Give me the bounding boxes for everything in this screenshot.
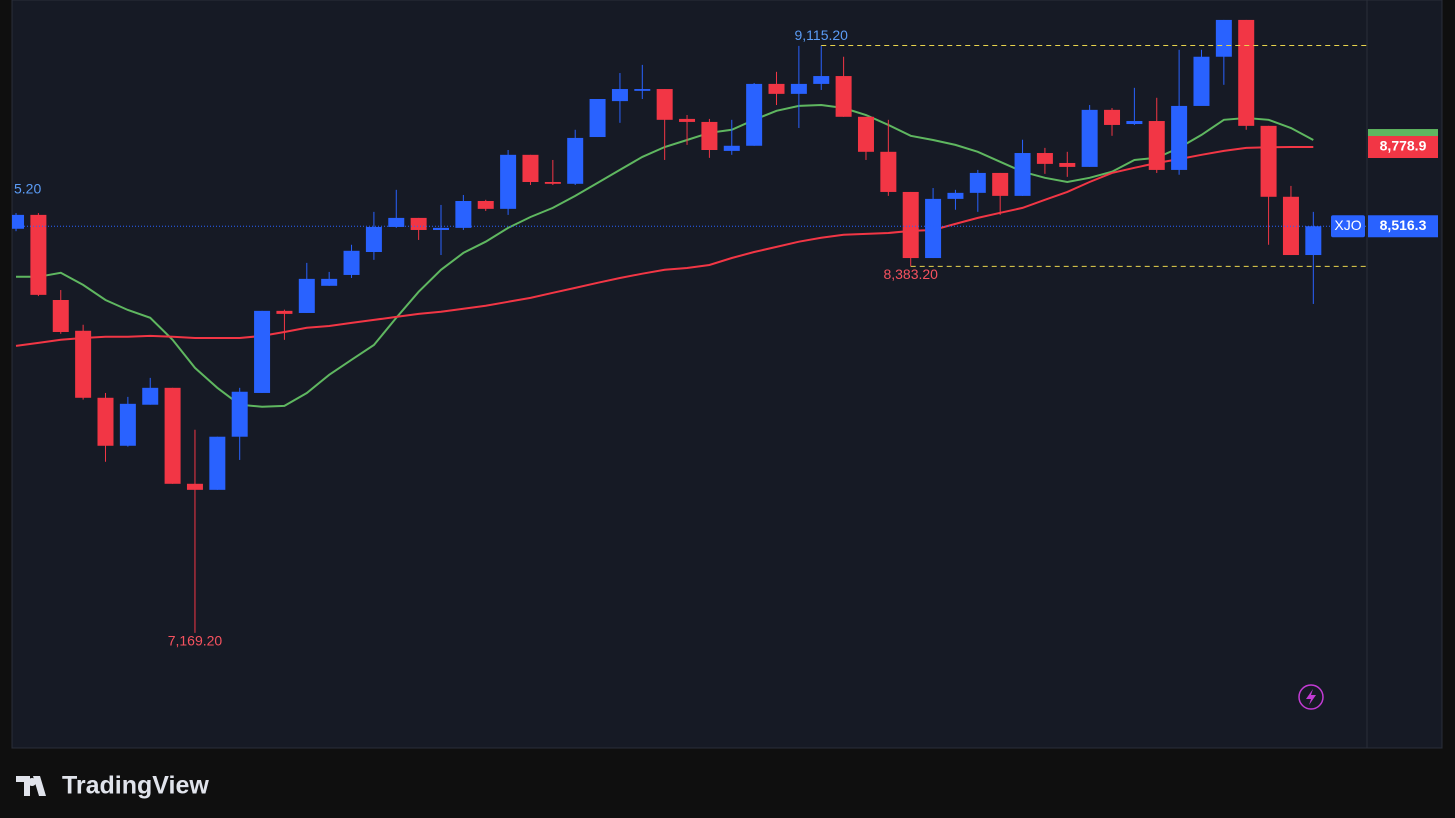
candle-body [1260, 125, 1277, 197]
candle-body [321, 278, 338, 286]
plot [12, 19, 1367, 633]
candle-body [433, 227, 450, 230]
candle-body [1104, 109, 1121, 125]
candle-body [701, 121, 718, 150]
ma-price-label: 8,778.9 [1380, 138, 1427, 154]
candle-body [1171, 105, 1188, 170]
brand-logo: TradingView [16, 772, 209, 800]
candle-body [589, 98, 606, 138]
axes: 9,115.20 8,383.20 7,169.20 8,778.9 XJO 8,516.… [168, 27, 1438, 649]
candle-body [365, 226, 382, 253]
candle-body [75, 330, 92, 398]
candle-body [880, 151, 897, 192]
candle-body [142, 387, 159, 405]
candle-body [746, 83, 763, 146]
candle-body [164, 387, 181, 484]
candle-body [656, 89, 673, 120]
candle-body [119, 403, 136, 446]
candle-body [276, 310, 293, 314]
candle-body [455, 201, 472, 228]
candle-body [835, 76, 852, 117]
candle-body [410, 217, 427, 230]
candle-body [388, 217, 405, 227]
candle-body [611, 89, 628, 102]
candle-body [477, 201, 494, 209]
candle-body [679, 118, 696, 122]
candle-body [1059, 162, 1076, 167]
candle-body [52, 299, 69, 332]
candle-body [298, 278, 315, 313]
candle-body [813, 76, 830, 84]
last-price-tag [1368, 215, 1438, 238]
candle-body [1305, 226, 1322, 256]
cut-label: 5.20 [14, 181, 41, 197]
lightning-icon[interactable] [1298, 684, 1324, 710]
candle-body [343, 250, 360, 275]
extreme-label: 7,169.20 [168, 633, 223, 649]
symbol-label: XJO [1334, 217, 1361, 233]
candle-body [522, 154, 539, 182]
extreme-label: 9,115.20 [795, 27, 849, 43]
candle-body [902, 191, 919, 259]
candle-body [790, 83, 807, 94]
candle-body [231, 391, 248, 437]
candle-body [992, 172, 1009, 196]
chart-pane [11, 0, 1443, 749]
candle-body [209, 436, 226, 490]
symbol-tag [1331, 215, 1365, 238]
lightning-bolt [1306, 689, 1316, 705]
last-price-label: 8,516.3 [1380, 217, 1427, 233]
candle-body [1126, 121, 1143, 125]
candle-body [30, 214, 47, 295]
candle-body [97, 397, 114, 446]
candle-body [857, 116, 874, 152]
extreme-label: 8,383.20 [883, 266, 938, 282]
candle-body [1215, 19, 1232, 57]
candle-body [634, 89, 651, 91]
logo-icon [16, 776, 46, 796]
candle-body [1193, 56, 1210, 106]
candle-body [500, 154, 517, 209]
candle-body [723, 145, 740, 151]
brand-name: TradingView [62, 772, 209, 800]
candle-body [254, 310, 271, 393]
candle-body [12, 214, 25, 229]
candle-body [544, 181, 561, 184]
candle-body [768, 83, 785, 94]
candle-body [1148, 121, 1165, 170]
candle-body [925, 198, 942, 259]
moving-average [15, 146, 1314, 347]
candle-body [1081, 109, 1098, 167]
candle-body [947, 192, 964, 199]
candle-body [969, 172, 986, 193]
candle-body [186, 483, 203, 490]
candle-body [1238, 19, 1255, 126]
candle-body [1014, 153, 1031, 196]
ma-price-tag [1368, 136, 1438, 159]
candle-body [567, 137, 584, 184]
candle-body [1036, 153, 1053, 164]
